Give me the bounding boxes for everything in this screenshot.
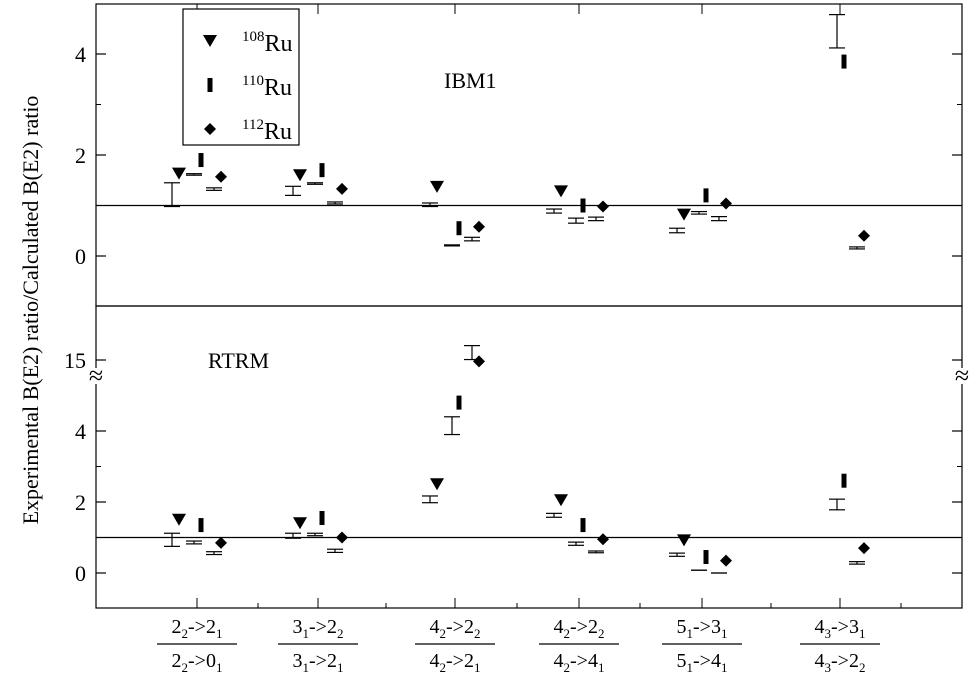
x-label-numerator: 31​->22​	[293, 616, 344, 641]
x-label-numerator: 43​->31​	[815, 616, 866, 641]
axis-break-left: ≈	[89, 361, 103, 390]
x-label-numerator: 22​->21​	[172, 616, 223, 641]
marker-bottom-108Ru	[554, 494, 568, 507]
marker-top-110Ru	[703, 188, 709, 203]
marker-bottom-110Ru	[580, 518, 586, 533]
marker-top-110Ru	[841, 54, 847, 69]
marker-bottom-108Ru	[430, 478, 444, 491]
x-label-denominator: 22​->01​	[172, 650, 223, 675]
y-tick-label-bottom: 2	[75, 490, 86, 515]
marker-top-108Ru	[293, 169, 307, 182]
panel-bottom-frame	[95, 305, 963, 609]
marker-top-112Ru	[215, 170, 227, 183]
axis-break-mask-left	[90, 368, 102, 384]
y-axis-label: Experimental B(E2) ratio/Calculated B(E2…	[18, 96, 43, 525]
legend-box	[182, 8, 300, 146]
x-label-numerator: 42​->22​	[430, 616, 481, 641]
axis-break-mask-right	[956, 368, 968, 384]
y-tick-label-top: 4	[75, 42, 86, 67]
legend-label-110: 110Ru	[242, 73, 292, 101]
marker-bottom-112Ru	[473, 355, 485, 368]
y-tick-label-bottom: 15	[64, 348, 86, 373]
x-label-numerator: 51​->31​	[677, 616, 728, 641]
x-label-numerator: 42​->22​	[554, 616, 605, 641]
y-tick-label-bottom: 0	[75, 561, 86, 586]
marker-top-108Ru	[554, 185, 568, 198]
x-label-denominator: 42​->41​	[554, 650, 605, 675]
marker-top-110Ru	[198, 153, 204, 168]
marker-top-108Ru	[430, 180, 444, 193]
marker-bottom-112Ru	[597, 533, 609, 546]
axis-break-right: ≈	[955, 361, 969, 390]
marker-top-108Ru	[677, 208, 691, 221]
marker-bottom-112Ru	[720, 554, 732, 567]
y-tick-label-bottom: 4	[75, 419, 86, 444]
marker-top-112Ru	[720, 197, 732, 210]
y-tick-label-top: 2	[75, 143, 86, 168]
marker-bottom-110Ru	[198, 518, 204, 533]
marker-top-112Ru	[473, 220, 485, 233]
x-label-denominator: 51​->41​	[677, 650, 728, 675]
legend-marker-108	[203, 35, 217, 47]
x-label-denominator: 43​->22​	[815, 650, 866, 675]
x-label-denominator: 42​->21​	[430, 650, 481, 675]
panel-tag-bottom: RTRM	[208, 348, 269, 373]
marker-bottom-108Ru	[172, 513, 186, 526]
marker-bottom-110Ru	[841, 473, 847, 488]
marker-top-110Ru	[456, 221, 462, 236]
panel-tag-top: IBM1	[444, 68, 497, 93]
marker-top-108Ru	[172, 167, 186, 180]
marker-bottom-110Ru	[703, 550, 709, 565]
marker-top-112Ru	[597, 200, 609, 213]
legend-marker-112	[204, 123, 216, 135]
marker-bottom-112Ru	[215, 536, 227, 549]
marker-top-110Ru	[319, 163, 325, 178]
marker-bottom-112Ru	[858, 542, 870, 555]
marker-top-112Ru	[858, 229, 870, 242]
legend-label-108: 108Ru	[242, 29, 293, 57]
x-label-denominator: 31​->21​	[293, 650, 344, 675]
marker-bottom-110Ru	[319, 510, 325, 525]
legend-marker-110	[207, 78, 213, 92]
legend-label-112: 112Ru	[242, 117, 292, 145]
marker-top-110Ru	[580, 198, 586, 213]
marker-bottom-108Ru	[677, 534, 691, 547]
marker-top-112Ru	[336, 182, 348, 195]
marker-bottom-108Ru	[293, 517, 307, 530]
marker-bottom-110Ru	[456, 395, 462, 410]
marker-bottom-112Ru	[336, 531, 348, 544]
y-tick-label-top: 0	[75, 244, 86, 269]
